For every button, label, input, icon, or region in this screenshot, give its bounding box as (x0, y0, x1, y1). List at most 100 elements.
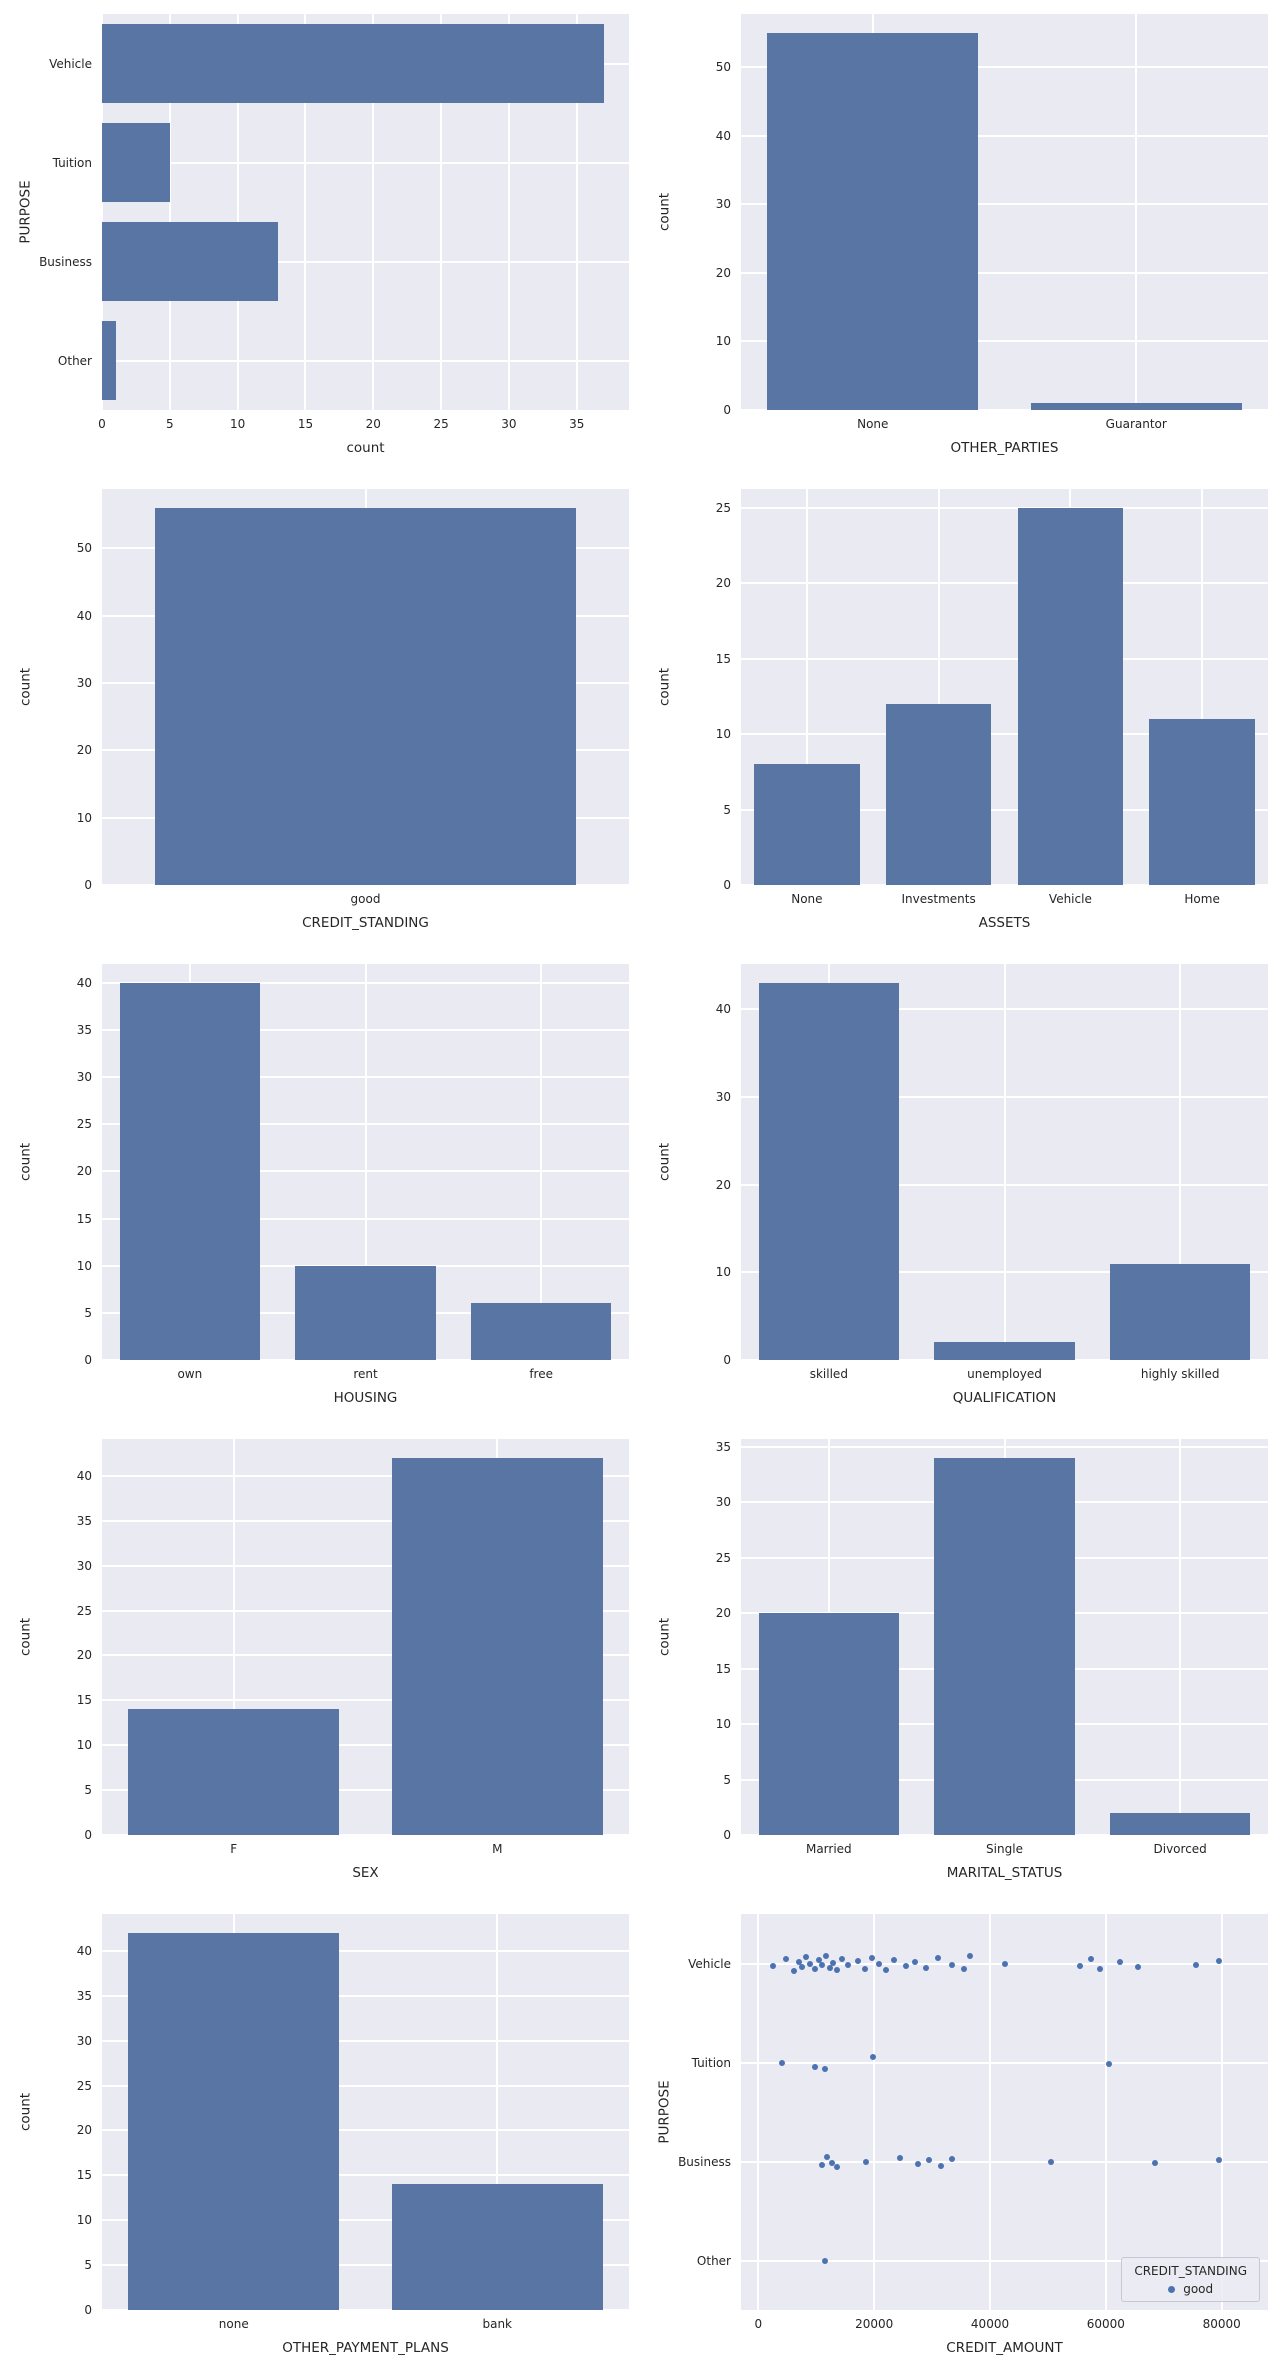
gridline (741, 1008, 1268, 1011)
x-tick-label: 20 (365, 417, 381, 431)
x-tick-label: 0 (98, 417, 106, 431)
gridline (741, 271, 1268, 274)
legend: CREDIT_STANDING good (1121, 2257, 1260, 2302)
subplot-qualification: 0 10 20 30 40 skilled unemployed highly skilled… (639, 950, 1278, 1425)
y-tick-label: 10 (76, 1258, 92, 1273)
bar-None (754, 764, 860, 885)
x-axis-label: MARITAL_STATUS (946, 1865, 1063, 1881)
scatter-point (769, 1963, 776, 1970)
x-tick-label: 0 (754, 2317, 763, 2331)
y-tick-label: 5 (84, 2258, 92, 2273)
gridline (757, 1914, 760, 2310)
y-tick-label: 40 (76, 608, 92, 623)
scatter-point (870, 2053, 877, 2060)
y-tick-label: 15 (76, 1693, 92, 1708)
scatter-point (897, 2154, 904, 2161)
gridline (102, 1076, 629, 1079)
gridline (102, 1564, 629, 1567)
x-tick-label: skilled (809, 1367, 848, 1381)
y-tick-label: 20 (715, 1606, 731, 1621)
y-tick-label: Vehicle (49, 56, 92, 71)
x-tick-label: 60000 (1086, 2317, 1125, 2331)
x-axis-label: SEX (352, 1865, 379, 1881)
y-tick-label: Other (57, 353, 92, 368)
scatter-point (838, 1955, 845, 1962)
x-tick-label: F (230, 1842, 238, 1856)
bar-Business (102, 221, 279, 302)
legend-title: CREDIT_STANDING (1134, 2264, 1247, 2278)
x-tick-label: 10 (230, 417, 246, 431)
scatter-point (812, 2064, 819, 2071)
scatter-point (937, 2163, 944, 2170)
gridline (102, 1170, 629, 1173)
scatter-point (824, 2153, 831, 2160)
bar-none (128, 1932, 340, 2310)
y-axis-label: count (17, 2092, 34, 2132)
gridline (102, 2039, 629, 2042)
scatter-point (1088, 1955, 1095, 1962)
y-tick-label: 40 (76, 975, 92, 990)
y-tick-label: 0 (84, 878, 92, 892)
gridline (741, 733, 1268, 736)
gridline (236, 14, 239, 410)
scatter-point (934, 1954, 941, 1961)
scatter-point (803, 1953, 810, 1960)
x-tick-label: M (492, 1842, 503, 1856)
y-tick-label: 35 (76, 1513, 92, 1528)
x-tick-label: Home (1184, 892, 1220, 906)
scatter-point (791, 1968, 798, 1975)
x-tick-label: Guarantor (1105, 417, 1167, 431)
gridline (102, 1609, 629, 1612)
y-tick-label: 10 (715, 334, 731, 349)
gridline (873, 1914, 876, 2310)
gridline (102, 14, 103, 410)
gridline (102, 2219, 629, 2222)
scatter-point (834, 1967, 841, 1974)
y-tick-label: 5 (723, 802, 731, 817)
x-tick-label: good (350, 892, 381, 906)
gridline (102, 1994, 629, 1997)
y-axis-label: count (17, 1617, 34, 1657)
gridline (1201, 489, 1204, 885)
y-tick-label: 0 (723, 1828, 731, 1842)
gridline (102, 1654, 629, 1657)
bar-highly skilled (1109, 1263, 1251, 1360)
gridline (102, 2309, 629, 2310)
gridline (102, 1699, 629, 1702)
y-axis-label: count (656, 192, 673, 232)
scatter-point (815, 1956, 822, 1963)
y-tick-label: 0 (84, 1353, 92, 1367)
x-tick-label: bank (482, 2317, 513, 2331)
scatter-point (1134, 1964, 1141, 1971)
y-tick-label: 40 (76, 1468, 92, 1483)
scatter-point (1105, 2061, 1112, 2068)
y-tick-label: 20 (715, 576, 731, 591)
bar-Home (1149, 719, 1255, 885)
x-axis-label: CREDIT_AMOUNT (946, 2340, 1063, 2356)
plot-area: CREDIT_STANDING good (741, 1914, 1268, 2310)
plot-area (102, 964, 629, 1360)
scatter-point (1117, 1958, 1124, 1965)
gridline (102, 1029, 629, 1031)
y-tick-label: 40 (715, 128, 731, 143)
y-tick-label: 30 (715, 1089, 731, 1104)
scatter-point (903, 1963, 910, 1970)
bar-own (119, 982, 261, 1360)
gridline (168, 14, 171, 410)
scatter-point (854, 1957, 861, 1964)
scatter-point (1152, 2160, 1159, 2167)
scatter-point (830, 1959, 837, 1966)
gridline (304, 14, 307, 410)
gridline (1179, 964, 1182, 1360)
bar-bank (391, 2184, 603, 2310)
y-axis-label: count (656, 1617, 673, 1657)
bar-Guarantor (1030, 403, 1242, 410)
scatter-point (926, 2156, 933, 2163)
gridline (102, 1744, 629, 1747)
gridline (741, 1095, 1268, 1098)
y-tick-label: 15 (76, 2168, 92, 2183)
y-tick-label: 15 (76, 1211, 92, 1226)
y-tick-label: Vehicle (688, 1956, 731, 1971)
y-tick-label: 20 (76, 743, 92, 758)
x-tick-label: rent (353, 1367, 378, 1381)
